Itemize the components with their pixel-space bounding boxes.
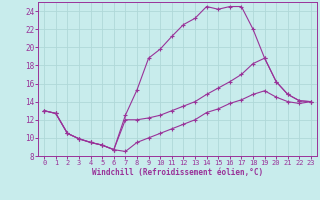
X-axis label: Windchill (Refroidissement éolien,°C): Windchill (Refroidissement éolien,°C) [92, 168, 263, 177]
